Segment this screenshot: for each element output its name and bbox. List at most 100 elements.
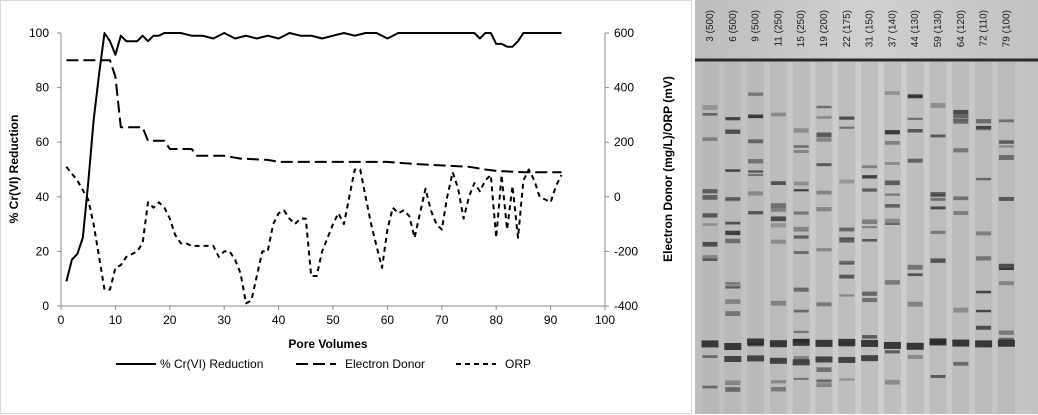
gel-lane-label: 37 (140)	[887, 10, 898, 47]
gel-band	[930, 134, 946, 138]
gel-lane-label: 19 (200)	[819, 10, 830, 47]
y-tick-label: 80	[36, 81, 50, 95]
gel-band	[953, 113, 969, 119]
gel-band	[702, 355, 718, 358]
gel-band	[702, 189, 718, 194]
gel-band	[884, 379, 900, 385]
gel-band	[998, 267, 1014, 270]
gel-band	[815, 339, 833, 347]
gel-band	[725, 387, 741, 392]
gel-band	[748, 170, 764, 173]
x-tick-label: 50	[326, 313, 340, 327]
gel-lane-labels: 3 (500) 6 (500) 9 (500) 11 (250) 15 (250) 19 …	[705, 10, 1012, 47]
gel-band	[748, 173, 764, 177]
gel-band	[770, 181, 786, 186]
gel-band	[793, 377, 809, 380]
legend: % Cr(VI) Reduction Electron Donor ORP	[116, 357, 531, 371]
gel-band	[907, 94, 923, 97]
series-orp-line	[65, 166, 563, 305]
gel-band	[884, 218, 900, 223]
gel-band	[883, 341, 901, 349]
y-tick-label: 100	[29, 26, 49, 40]
gel-band	[816, 207, 832, 212]
gel-band	[838, 356, 856, 363]
gel-band	[839, 378, 855, 381]
gel-band	[725, 299, 741, 304]
gel-band	[862, 238, 878, 242]
gel-band	[793, 128, 809, 133]
gel-lane	[747, 62, 765, 414]
gel-band	[793, 145, 809, 148]
gel-band	[976, 125, 992, 130]
gel-band	[953, 148, 969, 153]
gel-band	[816, 302, 832, 307]
y2-tick-label: 200	[614, 135, 634, 149]
gel-band	[748, 159, 764, 164]
gel-band	[792, 359, 810, 366]
gel-band	[725, 311, 741, 317]
gel-band	[862, 291, 878, 296]
series-electron-donor-line	[66, 59, 562, 174]
gel-band	[793, 309, 809, 313]
gel-band	[816, 163, 832, 167]
gel-band	[770, 207, 786, 212]
gel-band	[839, 179, 855, 184]
y-tick-label: 60	[36, 135, 50, 149]
x-tick-label: 40	[272, 313, 286, 327]
gel-band	[953, 196, 969, 201]
gel-band	[748, 139, 764, 144]
gel-band	[793, 211, 809, 215]
gel-band	[816, 379, 832, 383]
gel-band	[725, 197, 741, 202]
gel-band	[930, 258, 946, 263]
legend-label-orp: ORP	[505, 357, 531, 371]
gel-band	[906, 342, 924, 350]
gel-band	[884, 130, 900, 135]
gel-band	[998, 330, 1014, 335]
gel-band	[747, 355, 765, 362]
gel-lane-label: 9 (500)	[751, 10, 762, 42]
gel-band	[976, 309, 992, 313]
gel-band	[702, 385, 718, 389]
gel-band	[792, 338, 810, 346]
gel-band	[998, 155, 1014, 160]
series-layer	[65, 32, 563, 305]
gel-band	[862, 175, 878, 179]
gel-band	[770, 216, 786, 222]
gel-band	[725, 221, 741, 225]
gel-band	[953, 211, 969, 215]
gel-lane	[701, 62, 719, 414]
gel-band	[725, 284, 741, 288]
gel-band	[769, 357, 787, 364]
gel-band	[930, 198, 946, 201]
x-tick-label: 90	[544, 313, 558, 327]
gel-band	[770, 380, 786, 384]
gel-band	[953, 307, 969, 313]
x-tick-label: 80	[490, 313, 504, 327]
gel-band	[861, 355, 879, 362]
gel-band	[816, 105, 832, 109]
gel-lane-label: 22 (175)	[842, 10, 853, 47]
gel-band	[748, 92, 764, 96]
y2-tick-label: -400	[614, 299, 638, 313]
gel-band	[952, 339, 970, 347]
gel-band	[839, 227, 855, 232]
gel-band	[884, 222, 900, 225]
gel-band	[998, 196, 1014, 201]
gel-band	[793, 330, 809, 334]
y2-tick-label: 600	[614, 26, 634, 40]
gel-band	[770, 112, 786, 117]
y2-tick-label: -200	[614, 244, 638, 258]
gel-lane-label: 31 (150)	[865, 10, 876, 47]
gel-lane-label: 6 (500)	[728, 10, 739, 42]
gel-band	[702, 258, 718, 261]
gel-band	[907, 273, 923, 277]
gel-band	[724, 342, 742, 350]
gel-lane	[861, 62, 879, 414]
gel-band	[998, 337, 1014, 342]
gel-band	[884, 180, 900, 186]
gel-band	[839, 116, 855, 120]
gel-band	[930, 191, 946, 197]
gel-band	[747, 338, 765, 346]
gel-lane	[906, 62, 924, 414]
